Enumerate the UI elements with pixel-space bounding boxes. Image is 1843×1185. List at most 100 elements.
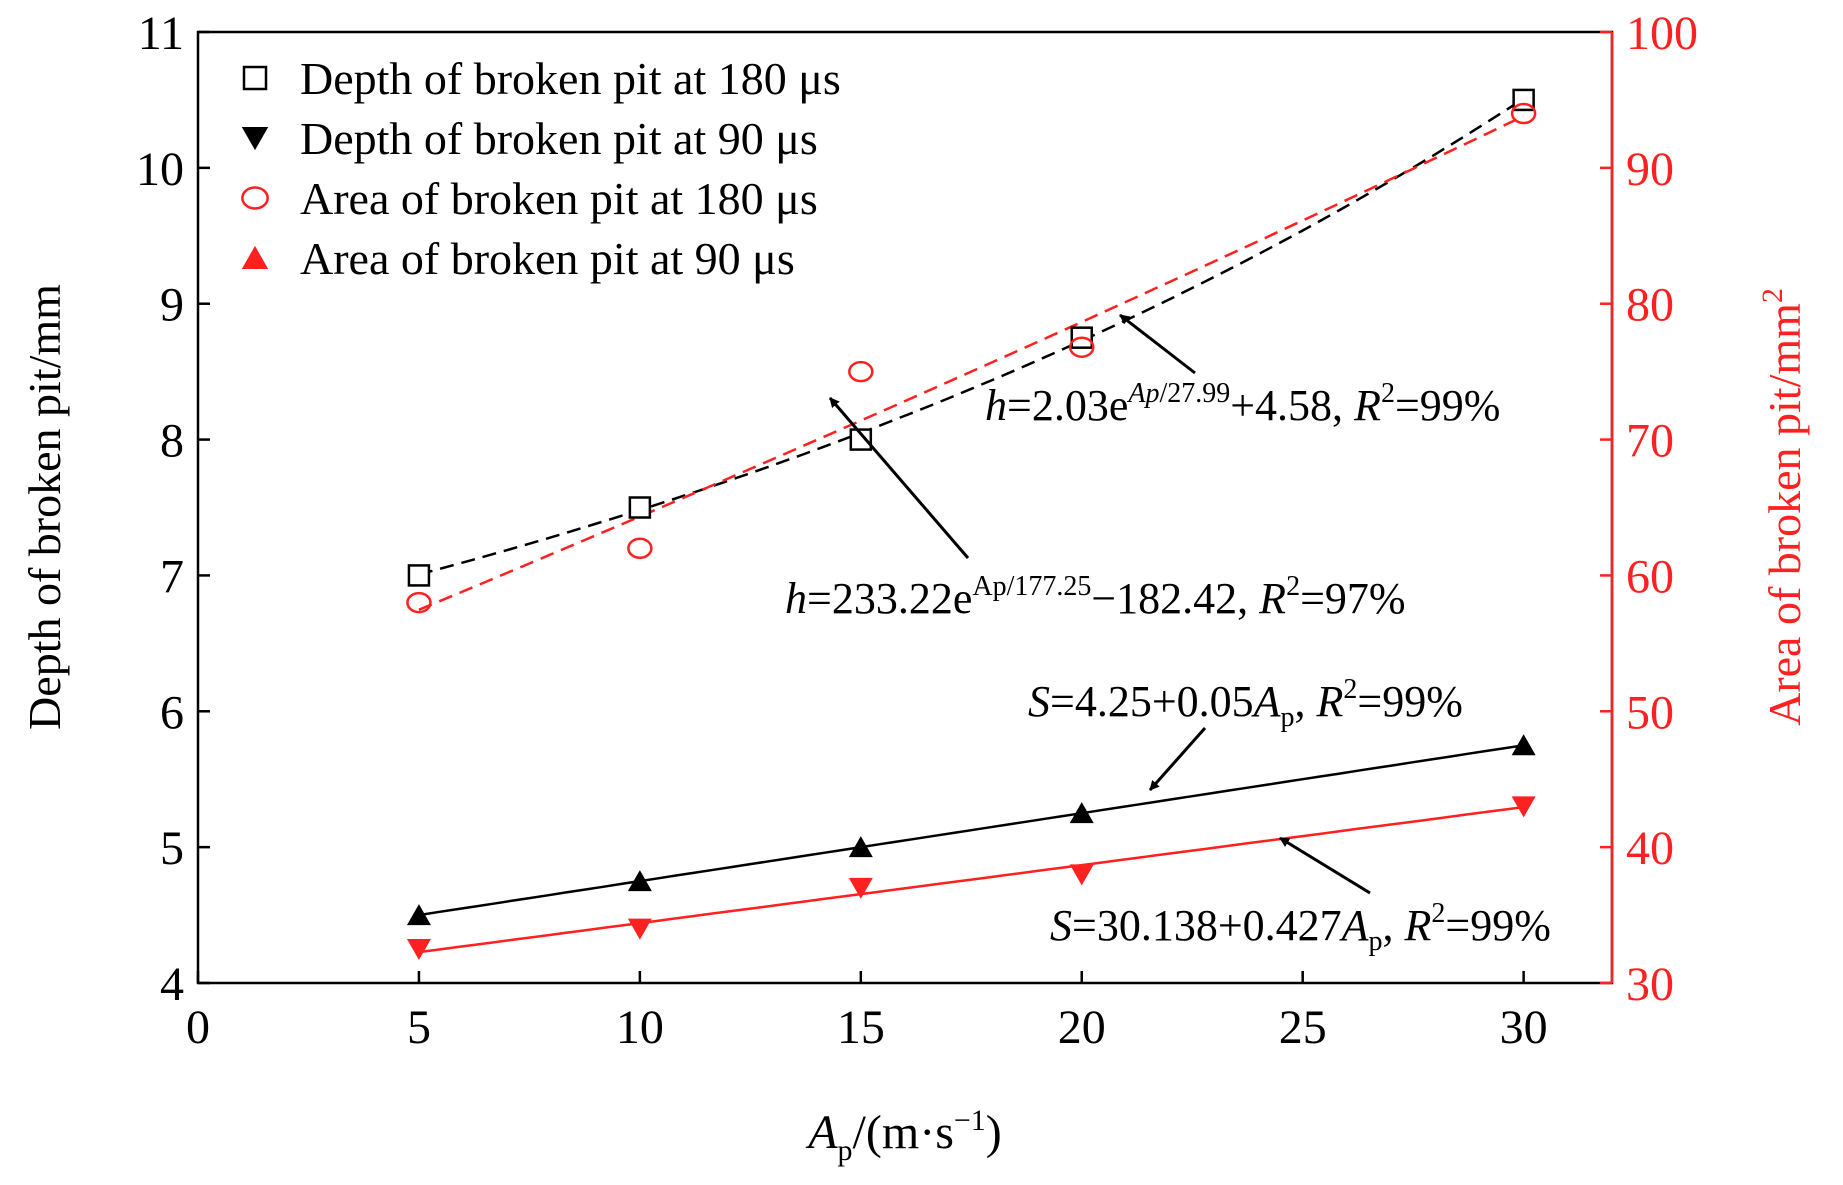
y-right-tick-label: 80 [1626,279,1674,332]
x-label-sub: p [838,1134,853,1167]
data-point [242,65,268,91]
equation-part: A [1339,901,1370,950]
legend: Depth of broken pit at 180 μs Depth of br… [241,53,841,284]
data-point [241,245,269,269]
y-right-label: Area of broken pit/mm2 [1756,288,1810,726]
y-right-tick-label: 60 [1626,550,1674,603]
y-left-tick-label: 10 [136,143,184,196]
x-tick-label: 30 [1500,1001,1548,1054]
x-label-exp: −1 [954,1104,986,1137]
annotation-arrow [1279,836,1371,895]
y-left-tick-label: 7 [160,550,184,603]
x-label-main: A [805,1106,838,1159]
equation-part: =99% [1445,901,1550,950]
equation-part: R [1404,901,1432,950]
equation-part: =30.138+0.427 [1072,901,1342,950]
data-point [627,918,652,940]
data-point [848,877,873,899]
y-left-tick-label: 9 [160,279,184,332]
equation-part: Ap [1126,378,1159,409]
x-tick-label: 25 [1279,1001,1327,1054]
legend-entry: Area of broken pit at 180 μs [300,173,818,224]
equation-part: =99% [1395,381,1500,430]
y-left-label: Depth of broken pit/mm [19,284,70,730]
equation-part: R [1258,574,1286,623]
equation-part: R [1316,677,1344,726]
fit-line [418,805,1524,954]
legend-entry: Depth of broken pit at 180 μs [300,53,841,104]
y-right-tick-label: 40 [1626,822,1674,875]
y-right-tick-label: 90 [1626,143,1674,196]
equation-part: =97% [1300,574,1405,623]
data-point [241,186,269,210]
equation-part: =4.25+0.05 [1050,677,1254,726]
y-left-tick-label: 11 [138,7,184,60]
equation-part: /27.99 [1159,378,1230,409]
x-label-close: ) [986,1106,1002,1159]
data-point [406,939,431,961]
equation-part: h [985,381,1007,430]
data-point [1069,802,1094,824]
equation-eq2: h=233.22eAp/177.25−182.42, R2=97% [785,571,1406,623]
data-point [1069,864,1094,886]
y-right-tick-label: 100 [1626,7,1698,60]
equation-part: 2 [1343,674,1357,705]
data-point [406,904,431,926]
equation-part: S [1028,677,1050,726]
data-point [1511,796,1536,818]
equation-part: 2 [1381,378,1395,409]
equation-part: =99% [1357,677,1462,726]
x-tick-label: 15 [837,1001,885,1054]
x-tick-label: 5 [407,1001,431,1054]
annotation-arrow [1148,727,1207,791]
equation-part: =233.22e [807,574,972,623]
annotation-arrow [828,397,970,559]
equation-part: =2.03e [1007,381,1128,430]
equation-part: p [1281,702,1295,733]
y-left-tick-label: 4 [160,958,184,1011]
x-tick-label: 10 [616,1001,664,1054]
y-right-label-text: Area of broken pit/mm [1759,303,1810,726]
x-label: Ap/(m·s−1) [805,1104,1002,1167]
equation-part: p [1369,926,1383,957]
fit-line [418,97,1525,576]
equation-part: R [1353,381,1381,430]
data-point [1510,102,1537,125]
equation-part: Ap/177.25 [972,571,1091,602]
data-point [627,537,653,560]
annotation-arrow [1119,313,1196,375]
data-point [849,428,873,451]
y-right-label-exp: 2 [1756,288,1789,303]
data-point [628,496,652,519]
equation-part: A [1251,677,1282,726]
data-point [627,870,652,892]
y-right-tick-label: 50 [1626,686,1674,739]
equation-eq3: S=4.25+0.05Ap, R2=99% [1028,674,1463,733]
equation-part: −182.42, [1091,574,1259,623]
fit-line [418,114,1525,611]
x-label-unit: /(m·s [853,1106,954,1159]
equation-part: S [1050,901,1072,950]
equation-eq1: h=2.03eAp/27.99+4.58, R2=99% [985,378,1500,430]
legend-entry: Area of broken pit at 90 μs [300,233,795,284]
y-right-tick-label: 70 [1626,415,1674,468]
data-point [406,591,432,614]
data-point [848,836,873,858]
fit-lines [418,97,1525,954]
data-point [407,564,431,587]
equation-eq4: S=30.138+0.427Ap, R2=99% [1050,898,1551,957]
legend-entry: Depth of broken pit at 90 μs [300,113,818,164]
y-left-tick-label: 6 [160,686,184,739]
data-point [848,360,874,383]
y-left-tick-label: 5 [160,822,184,875]
x-tick-label: 0 [186,1001,210,1054]
equation-part: h [785,574,807,623]
equation-part: +4.58, [1230,381,1354,430]
equation-part: , [1383,901,1405,950]
data-point [1511,734,1536,756]
equation-part: , [1295,677,1317,726]
x-tick-label: 20 [1058,1001,1106,1054]
annotations: h=2.03eAp/27.99+4.58, R2=99%h=233.22eAp/… [785,313,1551,957]
y-left-tick-label: 8 [160,415,184,468]
